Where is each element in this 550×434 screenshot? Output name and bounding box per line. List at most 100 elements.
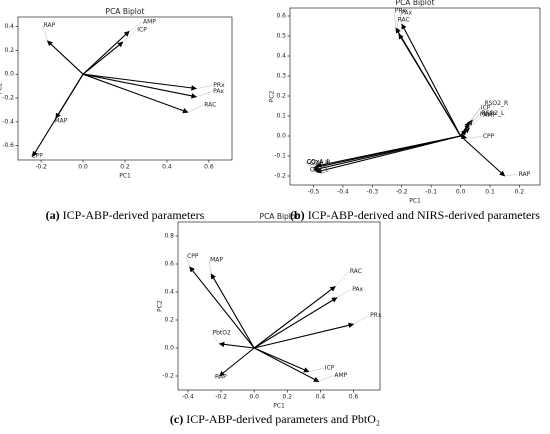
caption: (c) ICP-ABP-derived parameters and PbtO₂ [170, 412, 380, 426]
x-tick-label: -0.2 [215, 394, 227, 401]
vector-label: CPP [31, 153, 43, 160]
x-tick-label: 0.2 [120, 164, 130, 171]
x-tick-label: 0.2 [515, 189, 525, 196]
vector-label: RAP [519, 171, 531, 178]
y-axis-label: PC2 [269, 91, 276, 103]
x-axis-label: PC1 [273, 403, 285, 410]
label-connector [466, 136, 482, 139]
x-tick-label: -0.1 [425, 189, 437, 196]
label-connector [353, 315, 370, 325]
label-connector [129, 21, 143, 32]
label-connector [305, 162, 314, 169]
label-connector [399, 12, 402, 25]
chart-title: PCA Biplot [396, 0, 435, 7]
label-connector [305, 161, 314, 171]
vector-label: ICP [481, 105, 491, 112]
label-connector [211, 332, 220, 344]
x-axis-label: PC1 [409, 198, 421, 205]
y-tick-label: -0.2 [274, 173, 286, 180]
x-tick-label: 0.6 [204, 164, 214, 171]
y-tick-label: 0.6 [276, 13, 286, 20]
x-tick-label: 0.6 [349, 394, 359, 401]
x-tick-label: 0.0 [249, 394, 259, 401]
loading-arrow [189, 266, 255, 349]
caption-text: ICP-ABP-derived parameters [63, 208, 205, 222]
x-tick-label: -0.4 [182, 394, 194, 401]
loading-arrow [253, 347, 320, 383]
plot-frame [177, 221, 381, 391]
vector-label: COx_R [310, 160, 330, 167]
loading-arrow [315, 135, 461, 174]
chart-title: PCA Biplot [106, 7, 145, 16]
loading-arrow [395, 27, 462, 137]
y-tick-label: -0.2 [2, 95, 14, 102]
label-connector [469, 115, 483, 129]
vector-label: RSO2_R [484, 100, 508, 107]
y-tick-label: -0.2 [162, 373, 174, 380]
chart-title: PCA Biplot [260, 212, 299, 221]
x-tick-label: 0.2 [283, 394, 293, 401]
label-connector [318, 375, 334, 382]
vector-label: PRx [213, 82, 225, 89]
caption-text: ICP-ABP-derived and NIRS-derived paramet… [308, 208, 541, 222]
x-tick-label: 0.4 [316, 394, 326, 401]
caption-label: (c) [170, 412, 183, 426]
y-tick-label: 0.0 [4, 71, 14, 78]
vector-label: MAP [54, 118, 67, 125]
biplot-panel: PCA Biplot PC1 PC2 -0.5 -0.4 -0.3 -0.2 -0.1 0.0 0… [269, 0, 541, 222]
x-tick-label: -0.2 [396, 189, 408, 196]
loading-arrow [82, 30, 130, 75]
y-tick-label: 0.0 [276, 133, 286, 140]
y-tick-label: 0.3 [276, 73, 286, 80]
y-tick-label: 0.4 [164, 289, 174, 296]
label-connector [472, 103, 484, 121]
caption-label: (b) [290, 208, 305, 222]
vector-label: PAx [213, 88, 224, 95]
label-connector [336, 289, 352, 298]
label-connector [122, 29, 137, 43]
label-connector [469, 113, 481, 125]
vector-label: MAP [210, 256, 223, 263]
plot-frame [289, 7, 541, 186]
y-tick-label: 0.1 [276, 113, 286, 120]
vector-label: AMP [143, 18, 156, 25]
y-tick-label: 0.0 [164, 345, 174, 352]
loading-arrow [401, 23, 462, 137]
x-tick-label: -0.5 [308, 189, 320, 196]
y-tick-label: 0.2 [164, 317, 174, 324]
vector-label: AMP [483, 112, 496, 119]
vector-label: PbtO2 [212, 329, 231, 336]
loading-arrow [82, 73, 197, 99]
vector-label: PRx [395, 8, 407, 15]
y-axis-label: PC2 [157, 300, 164, 312]
vector-label: MAP [480, 111, 493, 118]
label-connector [504, 174, 518, 177]
label-connector [208, 259, 212, 274]
label-connector [393, 11, 397, 29]
y-tick-label: 0.2 [4, 47, 14, 54]
x-tick-label: 0.0 [78, 164, 88, 171]
loading-arrow [253, 285, 336, 349]
biplot-panel: PCA Biplot PC1 PC2 -0.4 -0.2 0.0 0.2 0.4 0.6 -0.2… [157, 212, 382, 426]
x-tick-label: 0.1 [485, 189, 495, 196]
vector-label: COx_L [310, 166, 329, 173]
label-connector [196, 85, 213, 89]
label-connector [196, 91, 213, 98]
vector-label: AMP [334, 372, 347, 379]
label-connector [308, 169, 317, 173]
vector-label: RAC [350, 268, 362, 275]
vector-label: ICP [325, 364, 335, 371]
x-tick-label: 0.0 [456, 189, 466, 196]
vector-label: RAP [44, 22, 56, 29]
vector-label: RAC [398, 17, 410, 24]
label-connector [308, 367, 324, 372]
x-tick-label: 0.4 [162, 164, 172, 171]
loading-arrow [460, 135, 506, 177]
label-connector [214, 375, 220, 378]
loading-arrow [254, 322, 355, 349]
loading-arrow [32, 73, 84, 157]
label-connector [466, 114, 480, 131]
y-tick-label: 0.6 [164, 261, 174, 268]
